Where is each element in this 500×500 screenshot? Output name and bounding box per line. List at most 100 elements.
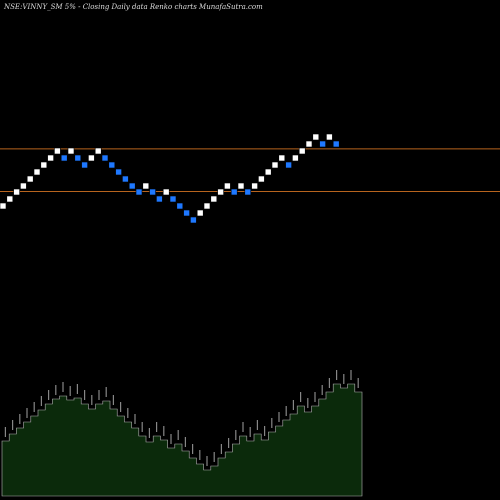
renko-brick: [135, 188, 143, 196]
volume-label-mark: [206, 456, 208, 466]
renko-brick: [305, 140, 313, 148]
renko-brick: [230, 188, 238, 196]
volume-area: [1, 370, 363, 497]
renko-brick: [108, 161, 116, 169]
renko-brick: [142, 182, 150, 190]
volume-label-mark: [105, 387, 107, 397]
renko-brick: [0, 202, 7, 210]
chart-title: NSE:VINNY_SM 5% - Closing Daily data Ren…: [3, 3, 263, 11]
volume-label-mark: [285, 406, 287, 416]
volume-label-mark: [127, 408, 129, 418]
renko-brick: [6, 195, 14, 203]
volume-label-mark: [300, 392, 302, 402]
renko-brick: [74, 154, 82, 162]
renko-brick: [54, 147, 61, 155]
volume-label-mark: [62, 382, 64, 392]
renko-brick: [237, 182, 245, 190]
renko-brick: [319, 140, 326, 148]
renko-brick: [258, 175, 265, 183]
volume-label-mark: [120, 402, 122, 412]
volume-label-mark: [321, 385, 323, 395]
volume-label-mark: [98, 390, 100, 400]
renko-brick: [183, 209, 190, 217]
renko-brick: [33, 168, 41, 176]
volume-label-mark: [336, 370, 338, 380]
renko-brick: [203, 202, 211, 210]
renko-brick: [251, 182, 258, 190]
volume-label-mark: [12, 420, 14, 430]
volume-label-mark: [256, 420, 258, 430]
volume-label-mark: [278, 412, 280, 422]
volume-label-mark: [19, 414, 21, 424]
volume-label-mark: [350, 370, 352, 380]
volume-label-mark: [91, 395, 93, 405]
renko-brick: [278, 154, 286, 162]
volume-label-mark: [235, 430, 237, 440]
renko-brick: [156, 195, 163, 203]
volume-label-mark: [40, 396, 42, 406]
volume-label-mark: [328, 378, 330, 388]
renko-brick: [264, 168, 272, 176]
volume-label-mark: [163, 426, 165, 436]
renko-brick: [162, 188, 170, 196]
volume-label-mark: [141, 422, 143, 432]
renko-brick: [101, 154, 109, 162]
volume-label-mark: [48, 390, 50, 400]
volume-label-mark: [33, 402, 35, 412]
renko-brick: [128, 182, 136, 190]
volume-label-mark: [170, 434, 172, 444]
volume-label-mark: [271, 418, 273, 428]
renko-brick: [149, 188, 156, 196]
renko-brick: [298, 147, 306, 155]
volume-label-mark: [26, 408, 28, 418]
volume-label-mark: [76, 384, 78, 394]
volume-label-mark: [307, 398, 309, 408]
volume-label-mark: [177, 430, 179, 440]
volume-label-mark: [199, 450, 201, 460]
volume-label-mark: [184, 437, 186, 447]
volume-label-mark: [357, 378, 359, 388]
renko-brick: [13, 188, 20, 196]
volume-label-mark: [112, 395, 114, 405]
renko-brick: [190, 216, 197, 224]
volume-label-mark: [192, 444, 194, 454]
renko-brick: [169, 195, 177, 203]
renko-bricks: [0, 133, 340, 224]
renko-brick: [67, 147, 75, 155]
renko-brick: [122, 175, 129, 183]
renko-brick: [81, 161, 88, 169]
volume-area-fill: [1, 383, 363, 497]
renko-brick: [176, 202, 184, 210]
renko-brick: [292, 154, 299, 162]
renko-brick: [196, 209, 204, 217]
volume-label-mark: [134, 414, 136, 424]
renko-brick: [40, 161, 48, 169]
volume-label-mark: [228, 438, 230, 448]
renko-brick: [94, 147, 102, 155]
renko-brick: [60, 154, 68, 162]
volume-label-mark: [156, 422, 158, 432]
volume-label-mark: [220, 444, 222, 454]
volume-label-mark: [343, 374, 345, 384]
volume-label-mark: [242, 422, 244, 432]
renko-brick: [88, 154, 95, 162]
renko-brick: [217, 188, 224, 196]
renko-brick: [210, 195, 218, 203]
volume-label-mark: [249, 427, 251, 437]
volume-label-mark: [314, 392, 316, 402]
volume-label-mark: [69, 386, 71, 396]
renko-brick: [285, 161, 292, 169]
volume-label-mark: [292, 400, 294, 410]
volume-label-mark: [264, 426, 266, 436]
volume-label-mark: [84, 390, 86, 400]
renko-brick: [115, 168, 122, 176]
volume-label-mark: [4, 427, 6, 437]
renko-brick: [326, 133, 333, 141]
renko-brick: [244, 188, 252, 196]
renko-brick: [47, 154, 54, 162]
volume-label-mark: [213, 452, 215, 462]
renko-brick: [26, 175, 34, 183]
volume-label-mark: [55, 385, 57, 395]
renko-brick: [224, 182, 231, 190]
